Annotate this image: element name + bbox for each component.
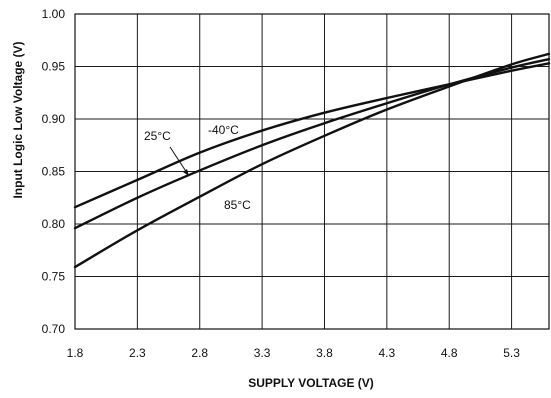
series-labels: 25°C -40°C 85°C [144, 123, 251, 212]
x-tick-label: 1.8 [67, 346, 84, 360]
x-axis-title: SUPPLY VOLTAGE (V) [248, 376, 374, 390]
y-tick-label: 0.90 [42, 112, 66, 126]
x-tick-label: 4.8 [441, 346, 458, 360]
plot-frame [74, 13, 550, 330]
x-tick-label: 3.8 [316, 346, 333, 360]
x-tick-label: 2.3 [129, 346, 146, 360]
x-tick-label: 2.8 [191, 346, 208, 360]
x-tick-label: 4.3 [378, 346, 395, 360]
x-axis-ticks: 1.8 2.3 2.8 3.3 3.8 4.3 4.8 5.3 [67, 346, 521, 360]
series-label-minus40c: -40°C [208, 123, 239, 137]
y-tick-label: 0.75 [42, 270, 66, 284]
series-group [73, 52, 551, 269]
y-axis-title: Input Logic Low Voltage (V) [11, 41, 25, 198]
series-label-pointer-arrowhead [183, 169, 189, 176]
y-tick-label: 0.80 [42, 217, 66, 231]
y-tick-label: 1.00 [42, 7, 66, 21]
series-line-85c [73, 52, 551, 269]
y-tick-label: 0.85 [42, 165, 66, 179]
series-label-25c: 25°C [144, 129, 171, 143]
series-line-minus40c [73, 62, 551, 209]
x-tick-label: 3.3 [254, 346, 271, 360]
series-label-85c: 85°C [224, 198, 251, 212]
x-tick-label: 5.3 [503, 346, 520, 360]
y-tick-label: 0.70 [42, 322, 66, 336]
y-axis-ticks: 0.70 0.75 0.80 0.85 0.90 0.95 1.00 [42, 7, 66, 336]
y-tick-label: 0.95 [42, 60, 66, 74]
